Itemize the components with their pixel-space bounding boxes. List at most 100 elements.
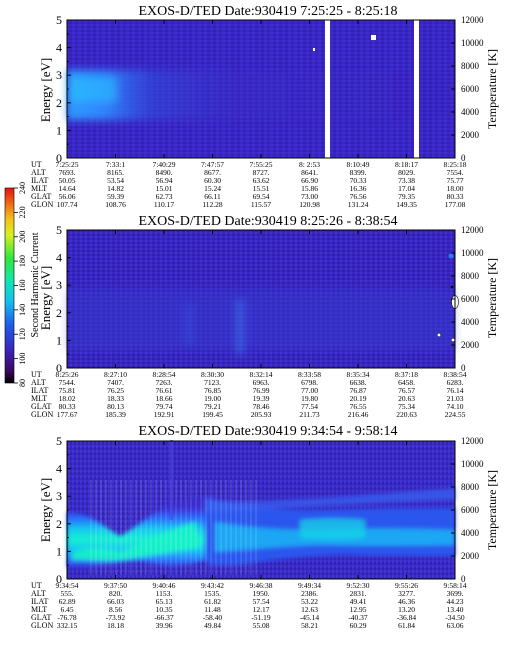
orbit-cell: 6798. (301, 378, 318, 387)
y2-tick-label: 10000 (461, 459, 484, 469)
y2-tick-label: 0 (461, 363, 466, 373)
colorbar-tick-label: 220 (18, 206, 27, 218)
panel-2-temperature-point (450, 337, 456, 343)
orbit-cell: 7554. (447, 168, 464, 177)
colorbar-tick-label: 100 (18, 353, 27, 365)
orbit-cell: 46.36 (398, 597, 415, 606)
orbit-cell: 62.73 (156, 192, 173, 201)
panel-3-ion-band (67, 440, 455, 575)
panel-3-orbit-table: UT 9:34:54 9:37:50 9:40:46 9:43:42 9:46:38 9:4… (31, 581, 467, 630)
orbit-cell: 10.35 (156, 605, 173, 614)
orbit-cell: 131.24 (348, 200, 369, 209)
y2-tick-label: 12000 (461, 15, 484, 25)
panel-3-y2label: Temperature [K] (485, 470, 499, 550)
orbit-cell: 110.17 (154, 200, 175, 209)
panel-3-y-ticks: 0 1 2 3 4 5 (56, 434, 71, 586)
colorbar-tick-label: 240 (18, 182, 27, 194)
orbit-cell: 6458. (398, 378, 415, 387)
orbit-cell: -40.37 (348, 613, 368, 622)
orbit-row-label: UT (31, 370, 42, 379)
panel-1: EXOS-D/TED Date:930419 7:25:25 - 8:25:18… (31, 4, 499, 209)
orbit-cell: 76.61 (156, 386, 173, 395)
orbit-row-label: GLAT (31, 613, 52, 622)
panel-1-y-ticks: 0 1 2 3 4 5 (56, 13, 71, 165)
y-tick-label: 1 (56, 123, 62, 137)
y2-tick-label: 12000 (461, 436, 484, 446)
orbit-cell: 205.93 (251, 410, 272, 419)
orbit-cell: 8: 2:53 (299, 160, 320, 169)
y-tick-label: 3 (56, 278, 62, 292)
y2-tick-label: 0 (461, 574, 466, 584)
orbit-cell: 220.63 (396, 410, 417, 419)
panel-1-title: EXOS-D/TED Date:930419 7:25:25 - 8:25:18 (139, 4, 398, 19)
panel-1-ion-band (67, 70, 455, 120)
colorbar: 80 100 120 140 160 180 200 220 240 Second Harmon… (4, 182, 41, 387)
orbit-cell: 65.13 (156, 597, 173, 606)
y-tick-label: 2 (56, 306, 62, 320)
y-tick-label: 1 (56, 544, 62, 558)
y-tick-label: 4 (56, 462, 62, 476)
orbit-cell: 76.25 (107, 386, 124, 395)
orbit-cell: 224.55 (445, 410, 466, 419)
y-tick-label: 2 (56, 517, 62, 531)
orbit-row-label: ILAT (31, 386, 48, 395)
orbit-cell: 15.01 (156, 184, 173, 193)
orbit-cell: 7:25:25 (56, 160, 79, 169)
orbit-cell: 76.55 (350, 402, 367, 411)
orbit-cell: 14.64 (59, 184, 76, 193)
orbit-cell: 12.17 (253, 605, 270, 614)
orbit-cell: 77.00 (301, 386, 318, 395)
orbit-cell: 107.74 (57, 200, 78, 209)
orbit-cell: 59.39 (107, 192, 124, 201)
orbit-cell: 73.38 (398, 176, 415, 185)
colorbar-label: Second Harmonic Current (30, 232, 41, 337)
orbit-cell: -36.84 (397, 613, 417, 622)
orbit-cell: 19.80 (301, 394, 318, 403)
y2-tick-label: 2000 (461, 551, 480, 561)
orbit-cell: 44.23 (447, 597, 464, 606)
orbit-cell: 8:32:14 (250, 370, 273, 379)
orbit-cell: 8:35:34 (347, 370, 370, 379)
panel-1-y2label: Temperature [K] (485, 49, 499, 129)
panel-1-temperature-point (371, 35, 376, 40)
y-tick-label: 4 (56, 41, 62, 55)
orbit-cell: 9:49:34 (298, 581, 321, 590)
orbit-cell: 58.21 (301, 621, 318, 630)
orbit-cell: 39.96 (156, 621, 173, 630)
colorbar-tick-label: 180 (18, 255, 27, 267)
orbit-row-label: ALT (31, 589, 46, 598)
orbit-cell: 66.11 (204, 192, 221, 201)
orbit-cell: 177.08 (445, 200, 466, 209)
y2-tick-label: 8000 (461, 271, 480, 281)
orbit-cell: 79.21 (204, 402, 221, 411)
panel-3-x-ticks (66, 441, 456, 579)
orbit-cell: 8:33:58 (298, 370, 321, 379)
panel-2-temperature-point (448, 253, 454, 259)
orbit-cell: 7:33:1 (106, 160, 125, 169)
orbit-cell: 8:27:10 (104, 370, 127, 379)
y2-tick-label: 6000 (461, 84, 480, 94)
orbit-cell: 76.99 (253, 386, 270, 395)
orbit-cell: 61.82 (204, 597, 221, 606)
orbit-cell: 49.84 (204, 621, 221, 630)
y-tick-label: 4 (56, 251, 62, 265)
orbit-cell: 49.41 (350, 597, 367, 606)
y-tick-label: 0 (56, 572, 62, 586)
orbit-cell: 8029. (398, 168, 415, 177)
orbit-cell: 9:52:30 (347, 581, 370, 590)
orbit-cell: 8:28:54 (153, 370, 176, 379)
orbit-cell: 9:34:54 (56, 581, 79, 590)
orbit-row-label: GLAT (31, 192, 52, 201)
y2-tick-label: 4000 (461, 107, 480, 117)
orbit-cell: 7123. (204, 378, 221, 387)
orbit-cell: 112.28 (202, 200, 223, 209)
orbit-cell: 185.39 (105, 410, 126, 419)
orbit-row-label: UT (31, 160, 42, 169)
colorbar-tick-label: 140 (18, 304, 27, 316)
orbit-cell: 76.87 (350, 386, 367, 395)
orbit-cell: -76.78 (57, 613, 77, 622)
orbit-cell: 77.54 (301, 402, 318, 411)
colorbar-tick-label: 160 (18, 280, 27, 292)
orbit-cell: 78.46 (253, 402, 270, 411)
